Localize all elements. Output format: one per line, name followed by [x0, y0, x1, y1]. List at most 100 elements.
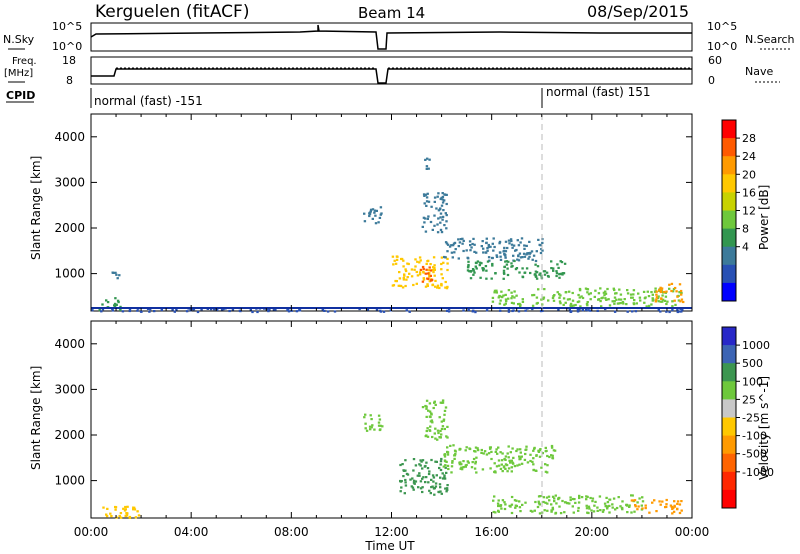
power-data-cell [502, 250, 505, 253]
power-data-cell [539, 251, 543, 255]
power-data-cell [421, 280, 425, 283]
power-data-cell [665, 310, 668, 313]
velocity-data-cell [429, 420, 433, 423]
power-data-cell [425, 196, 429, 199]
power-data-cell [474, 261, 478, 264]
x-tick-labels: 00:00 04:00 08:00 12:00 16:00 20:00 00:00 [74, 525, 710, 539]
velocity-data-cell [553, 497, 556, 500]
power-data-cell [516, 258, 519, 261]
velocity-data-cell [418, 472, 421, 475]
velocity-data-cell [476, 449, 480, 452]
colorbar-segment [722, 210, 736, 230]
velocity-data-cell [509, 461, 512, 464]
velocity-data-cell [523, 458, 527, 461]
velocity-data-cell [474, 462, 477, 465]
power-data-cell [402, 265, 405, 268]
power-data-cell [431, 268, 434, 272]
velocity-data-cell [425, 399, 429, 402]
velocity-data-cell [605, 496, 608, 499]
velocity-data-cell [525, 445, 528, 448]
velocity-data-cell [636, 508, 639, 511]
noise-left-tick-top: 10^5 [52, 20, 82, 33]
power-data-cell [604, 297, 607, 300]
power-data-cell [658, 289, 661, 292]
power-data-cell [504, 298, 508, 301]
power-data-cell [489, 245, 492, 248]
power-data-cell [424, 285, 428, 288]
power-data-cell [507, 260, 510, 263]
velocity-data-cell [537, 449, 540, 452]
velocity-data-cell [591, 497, 595, 500]
power-data-cell [589, 298, 592, 301]
velocity-data-cell [551, 495, 555, 498]
velocity-scatter-region [363, 413, 384, 432]
velocity-data-cell [439, 490, 442, 493]
power-data-cell [541, 309, 544, 312]
velocity-data-cell [421, 486, 424, 489]
power-data-cell [492, 237, 495, 240]
velocity-data-cell [614, 508, 617, 511]
power-data-cell [486, 247, 489, 250]
velocity-data-cell [546, 502, 549, 505]
station-title: Kerguelen (fitACF) [95, 2, 249, 22]
velocity-data-cell [442, 465, 445, 468]
power-data-cell [503, 265, 506, 269]
power-data-cell [630, 296, 633, 299]
velocity-data-cell [419, 459, 422, 462]
power-data-cell [584, 308, 588, 312]
power-data-cell [587, 293, 591, 296]
velocity-data-cell [370, 426, 373, 429]
velocity-data-cell [430, 478, 433, 481]
power-data-cell [681, 308, 684, 311]
velocity-data-cell [453, 454, 457, 457]
power-data-cell [504, 256, 507, 259]
velocity-data-cell [424, 464, 427, 468]
velocity-data-cell [428, 470, 431, 473]
velocity-data-cell [551, 456, 554, 459]
power-data-cell [529, 271, 532, 275]
power-data-cell [532, 254, 536, 257]
velocity-data-cell [421, 467, 424, 470]
velocity-data-cell [114, 506, 118, 509]
power-data-cell [579, 305, 582, 308]
velocity-data-cell [542, 496, 545, 499]
power-data-cell [503, 253, 506, 256]
velocity-data-cell [379, 428, 382, 431]
power-data-cell [136, 309, 139, 312]
power-data-cell [560, 261, 564, 264]
power-data-cell [416, 260, 419, 263]
power-data-cell [663, 299, 667, 302]
power-data-cell [473, 271, 476, 274]
velocity-data-cell [434, 437, 437, 440]
velocity-data-cell [512, 456, 515, 459]
power-data-cell [505, 300, 508, 303]
power-data-cell [422, 267, 425, 271]
power-data-cell [389, 309, 393, 312]
velocity-data-cell [619, 505, 622, 508]
power-data-cell [668, 283, 671, 286]
velocity-data-cell [414, 464, 418, 467]
power-data-cell [523, 271, 527, 274]
power-data-cell [498, 294, 501, 298]
velocity-data-cell [494, 511, 497, 514]
freq-tick-bottom: 8 [66, 74, 73, 87]
power-data-cell [374, 222, 378, 225]
velocity-data-cell [510, 466, 513, 469]
velocity-data-cell [413, 482, 416, 485]
power-data-cell [100, 310, 103, 313]
power-data-cell [572, 304, 576, 307]
power-data-cell [251, 310, 254, 314]
power-data-cell [547, 275, 550, 278]
power-data-cell [505, 260, 508, 263]
velocity-data-cell [440, 420, 443, 423]
velocity-data-cell [537, 502, 541, 505]
x-tick-label: 16:00 [474, 525, 509, 539]
velocity-data-cell [510, 459, 513, 462]
power-data-cell [373, 211, 376, 214]
velocity-data-cell [510, 470, 513, 473]
velocity-data-cell [511, 461, 514, 464]
power-data-cell [446, 250, 449, 253]
velocity-data-cell [515, 449, 518, 453]
velocity-data-cell [532, 463, 535, 466]
power-data-cell [457, 238, 460, 241]
